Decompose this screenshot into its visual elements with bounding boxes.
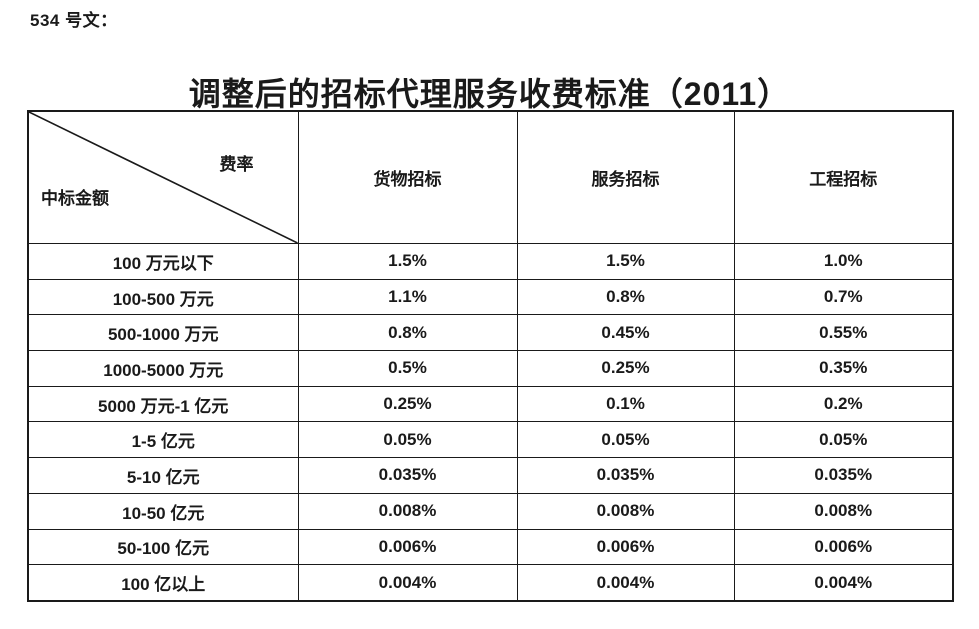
rate-cell: 0.004%: [516, 564, 735, 602]
table-row: 5-10 亿元 0.035% 0.035% 0.035%: [27, 457, 954, 494]
rate-cell: 0.8%: [516, 278, 735, 316]
rate-cell: 0.035%: [733, 457, 954, 494]
rate-cell: 0.008%: [516, 492, 735, 530]
rate-cell: 0.035%: [297, 457, 518, 494]
amount-cell: 50-100 亿元: [27, 528, 299, 566]
amount-cell: 1000-5000 万元: [27, 350, 299, 387]
rate-cell: 0.55%: [733, 314, 954, 352]
amount-cell: 1-5 亿元: [27, 421, 299, 459]
rate-cell: 0.1%: [516, 385, 735, 423]
rate-cell: 1.0%: [733, 243, 954, 280]
table-row: 10-50 亿元 0.008% 0.008% 0.008%: [27, 492, 954, 530]
amount-cell: 5000 万元-1 亿元: [27, 385, 299, 423]
rate-cell: 0.05%: [516, 421, 735, 459]
rate-cell: 0.2%: [733, 385, 954, 423]
rate-cell: 1.5%: [516, 243, 735, 280]
corner-amount-label: 中标金额: [41, 189, 109, 208]
rate-cell: 0.5%: [297, 350, 518, 387]
diagonal-divider-line: [29, 112, 298, 243]
rate-cell: 0.035%: [516, 457, 735, 494]
header-row: 费率 中标金额 货物招标 服务招标 工程招标: [27, 110, 954, 244]
rate-cell: 0.004%: [733, 564, 954, 602]
column-header-service: 服务招标: [516, 110, 735, 244]
rate-cell: 0.05%: [297, 421, 518, 459]
table-row: 500-1000 万元 0.8% 0.45% 0.55%: [27, 314, 954, 352]
rate-cell: 0.35%: [733, 350, 954, 387]
table-row: 1-5 亿元 0.05% 0.05% 0.05%: [27, 421, 954, 459]
amount-cell: 500-1000 万元: [27, 314, 299, 352]
rate-cell: 0.7%: [733, 278, 954, 316]
amount-cell: 10-50 亿元: [27, 492, 299, 530]
table-row: 5000 万元-1 亿元 0.25% 0.1% 0.2%: [27, 385, 954, 423]
rate-cell: 0.25%: [516, 350, 735, 387]
rate-cell: 0.006%: [733, 528, 954, 566]
corner-header-cell: 费率 中标金额: [27, 110, 299, 244]
amount-cell: 100-500 万元: [27, 278, 299, 316]
table-row: 100 亿以上 0.004% 0.004% 0.004%: [27, 564, 954, 602]
rate-cell: 1.1%: [297, 278, 518, 316]
rate-cell: 0.006%: [516, 528, 735, 566]
column-header-engineering: 工程招标: [733, 110, 954, 244]
amount-cell: 5-10 亿元: [27, 457, 299, 494]
amount-cell: 100 万元以下: [27, 243, 299, 280]
rate-cell: 0.004%: [297, 564, 518, 602]
rate-cell: 0.25%: [297, 385, 518, 423]
doc-number-label: 534 号文：: [30, 11, 118, 30]
column-header-goods: 货物招标: [297, 110, 518, 244]
table-row: 100 万元以下 1.5% 1.5% 1.0%: [27, 243, 954, 280]
fee-table-body: 100 万元以下 1.5% 1.5% 1.0% 100-500 万元 1.1% 0.8% 0.…: [27, 243, 954, 602]
rate-cell: 0.006%: [297, 528, 518, 566]
rate-cell: 1.5%: [297, 243, 518, 280]
rate-cell: 0.45%: [516, 314, 735, 352]
rate-cell: 0.8%: [297, 314, 518, 352]
table-row: 100-500 万元 1.1% 0.8% 0.7%: [27, 278, 954, 316]
amount-cell: 100 亿以上: [27, 564, 299, 602]
table-row: 50-100 亿元 0.006% 0.006% 0.006%: [27, 528, 954, 566]
corner-rate-label: 费率: [219, 155, 254, 174]
page-title: 调整后的招标代理服务收费标准（2011）: [188, 76, 791, 113]
table-row: 1000-5000 万元 0.5% 0.25% 0.35%: [27, 350, 954, 387]
rate-cell: 0.008%: [733, 492, 954, 530]
rate-cell: 0.05%: [733, 421, 954, 459]
rate-cell: 0.008%: [297, 492, 518, 530]
fee-rate-table: 费率 中标金额 货物招标 服务招标 工程招标 100 万元以下 1.5% 1.5% 1…: [27, 110, 954, 602]
